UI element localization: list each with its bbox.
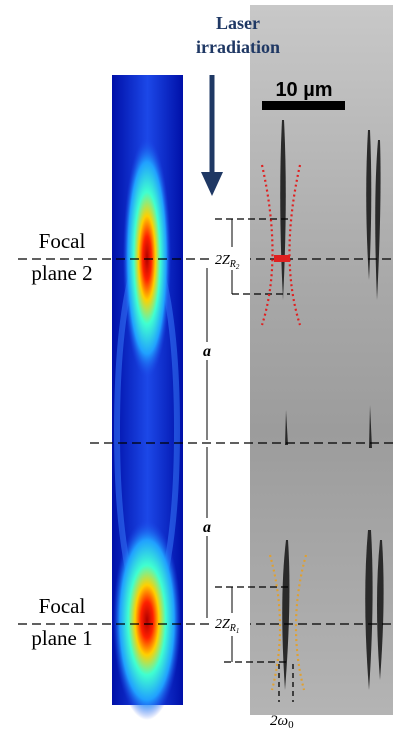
rayleigh-label: 2ZR1: [215, 617, 239, 635]
label-bg: [200, 342, 214, 360]
focus-1: [113, 520, 181, 720]
beam-envelope: [260, 164, 302, 326]
focal-label: plane 1: [31, 626, 92, 650]
laser-label: irradiation: [196, 37, 280, 57]
label-bg: [214, 250, 250, 268]
focal-label: plane 2: [31, 261, 92, 285]
label-bg: [214, 614, 250, 632]
focal-label: Focal: [39, 594, 86, 618]
rayleigh-bracket: [215, 218, 290, 663]
spacing-label: a: [203, 343, 211, 360]
waist-label: 2ω0: [270, 713, 294, 731]
scale-bar: [262, 101, 345, 110]
scale-label: 10 µm: [275, 79, 332, 101]
focus-2: [123, 138, 171, 378]
laser-label: Laser: [216, 13, 260, 33]
focal-label: Focal: [39, 229, 86, 253]
rayleigh-label: 2ZR2: [215, 253, 240, 271]
streaks: [280, 120, 384, 690]
spacing-label: a: [203, 519, 211, 536]
beam-envelope: [268, 554, 308, 691]
arrow-head: [201, 172, 223, 196]
label-bg: [200, 518, 214, 536]
waist-mark: [274, 255, 290, 262]
